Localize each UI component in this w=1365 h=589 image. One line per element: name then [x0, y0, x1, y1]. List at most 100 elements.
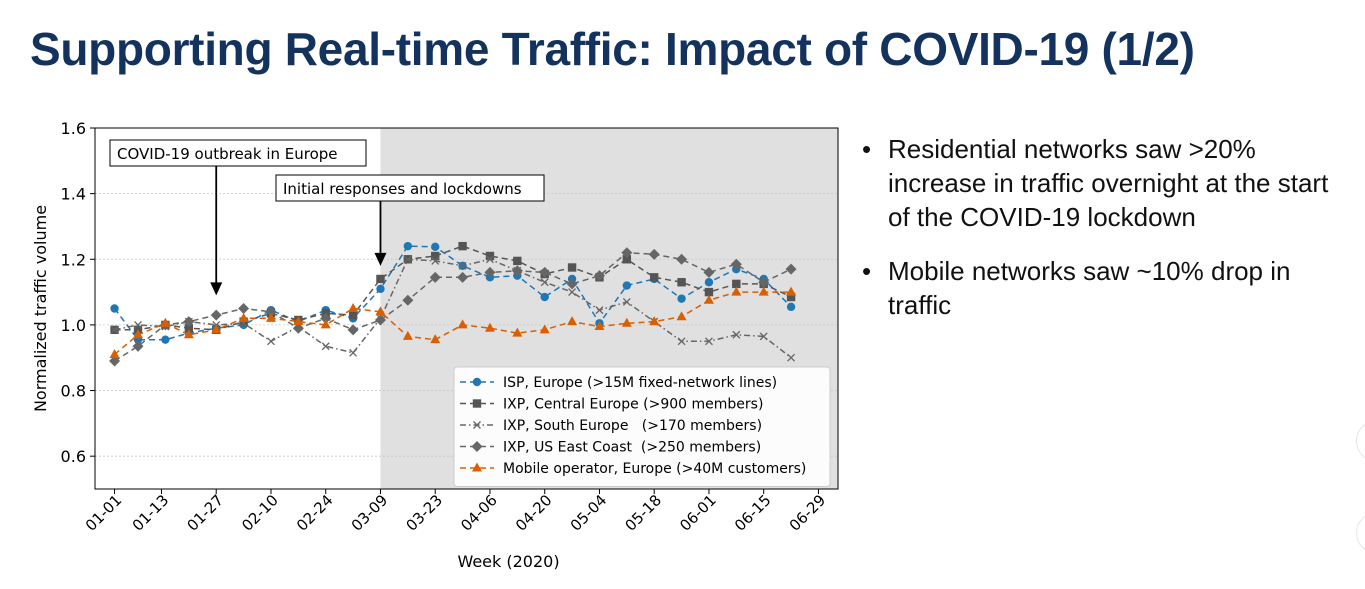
data-point — [210, 309, 222, 321]
data-point — [403, 255, 412, 264]
data-point — [403, 241, 413, 251]
x-tick-label: 06-29 — [786, 491, 830, 535]
data-point — [374, 314, 386, 326]
y-tick-label: 0.6 — [61, 447, 86, 466]
data-point — [484, 266, 496, 278]
data-point — [539, 266, 551, 278]
data-point — [677, 278, 686, 287]
legend-label: IXP, Central Europe (>900 members) — [503, 397, 763, 413]
annotation-arrowhead — [374, 252, 387, 266]
series-line — [114, 258, 792, 359]
x-axis-label: Week (2020) — [457, 552, 559, 571]
data-point — [109, 355, 121, 367]
legend-marker — [472, 462, 482, 472]
data-point — [567, 316, 578, 326]
bullet-item: • Mobile networks saw ~10% drop in traff… — [860, 254, 1350, 322]
data-point — [540, 278, 549, 287]
legend-label: IXP, South Europe (>170 members) — [503, 418, 762, 434]
data-point — [539, 324, 550, 334]
data-point — [430, 334, 441, 344]
y-tick-label: 0.8 — [61, 382, 86, 401]
data-point — [759, 332, 768, 341]
data-point — [457, 271, 469, 283]
data-point — [568, 288, 577, 297]
data-point — [566, 278, 578, 290]
x-tick-label: 01-13 — [129, 491, 173, 535]
data-point — [621, 247, 633, 259]
data-point — [238, 303, 250, 314]
data-point — [787, 353, 796, 362]
y-tick-label: 1.4 — [61, 185, 86, 204]
data-point — [265, 306, 277, 318]
data-point — [513, 256, 522, 266]
edge-circle-icon — [1356, 420, 1365, 462]
x-tick-label: 06-15 — [731, 491, 775, 535]
data-point — [540, 292, 549, 302]
x-tick-label: 04-20 — [512, 491, 556, 535]
data-point — [458, 241, 467, 251]
data-point — [595, 306, 604, 315]
y-tick-label: 1.0 — [61, 316, 86, 335]
y-axis-label: Normalized traffic volume — [31, 205, 50, 412]
data-point — [183, 329, 194, 339]
data-point — [704, 278, 714, 287]
data-point — [677, 294, 686, 303]
data-point — [485, 251, 495, 261]
data-point — [238, 312, 249, 322]
annotation-text: Initial responses and lockdowns — [283, 180, 522, 198]
data-point — [704, 337, 713, 346]
data-point — [184, 323, 194, 333]
data-point — [110, 325, 119, 334]
data-point — [431, 256, 440, 265]
bullet-dot-icon: • — [862, 256, 872, 286]
data-point — [622, 255, 632, 264]
annotation-arrowhead — [210, 282, 223, 296]
data-point — [621, 317, 632, 327]
legend-label: ISP, Europe (>15M fixed-network lines) — [503, 375, 777, 391]
legend-label: IXP, US East Coast (>250 members) — [503, 440, 761, 456]
data-point — [457, 319, 468, 329]
data-point — [183, 316, 195, 328]
data-point — [402, 330, 413, 340]
data-point — [758, 286, 769, 296]
slide-title: Supporting Real-time Traffic: Impact of … — [30, 23, 1195, 75]
legend-marker — [472, 377, 482, 387]
legend-label: Mobile operator, Europe (>40M customers) — [503, 461, 806, 477]
data-point — [786, 302, 796, 312]
data-point — [265, 312, 276, 322]
x-tick-label: 05-04 — [567, 491, 611, 535]
data-point — [731, 286, 742, 296]
legend-marker — [472, 399, 482, 408]
series-line — [114, 291, 792, 355]
data-point — [511, 265, 523, 277]
chart-legend: ISP, Europe (>15M fixed-network lines) IX… — [453, 366, 831, 487]
data-point — [375, 306, 386, 316]
data-point — [292, 322, 304, 334]
series-line — [114, 245, 792, 331]
data-point — [512, 327, 523, 337]
x-tick-label: 03-23 — [402, 491, 446, 535]
data-point — [650, 273, 659, 282]
x-tick-label: 03-09 — [348, 491, 392, 535]
legend-box — [453, 366, 831, 487]
series-4 — [109, 247, 797, 367]
data-point — [649, 316, 660, 326]
series-line — [114, 245, 792, 341]
data-point — [594, 321, 605, 331]
x-tick-label: 05-18 — [621, 491, 665, 535]
data-point — [429, 271, 441, 283]
annotation-box — [275, 174, 545, 202]
bullet-text: Mobile networks saw ~10% drop in traffic — [888, 256, 1291, 320]
data-point — [484, 322, 495, 332]
data-point — [110, 304, 119, 313]
data-point — [109, 348, 120, 358]
data-point — [676, 253, 688, 265]
annotation-box — [109, 139, 367, 167]
data-point — [349, 348, 358, 357]
data-point — [376, 274, 385, 284]
data-point — [786, 286, 797, 296]
edge-circle-icon — [1356, 512, 1365, 554]
data-point — [732, 330, 741, 339]
data-point — [593, 270, 605, 282]
data-point — [704, 287, 714, 297]
